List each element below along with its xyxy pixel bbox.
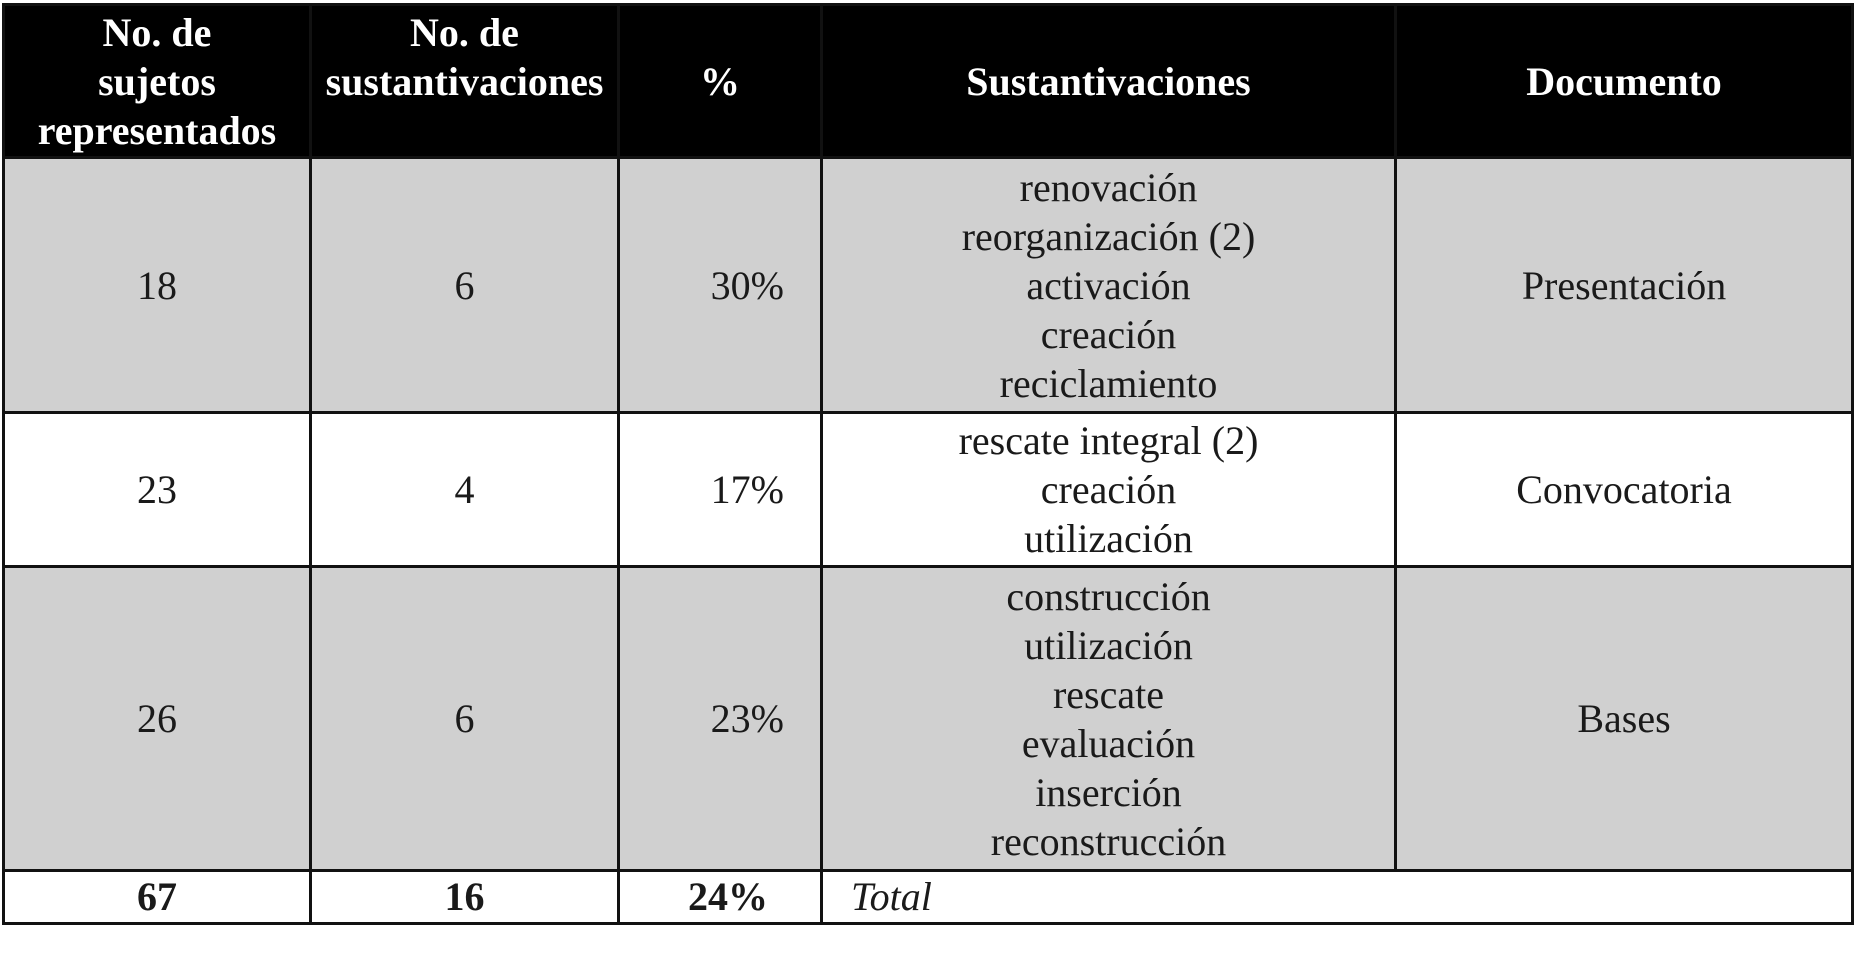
- cell-percent: 17%: [617, 411, 823, 568]
- cell-count: 6: [309, 156, 620, 414]
- table-row: 26 6 23% construcción utilización rescat…: [2, 565, 1854, 872]
- term-item: utilización: [1024, 622, 1193, 668]
- sustantivaciones-table: No. de sujetos representados No. de sust…: [2, 3, 1854, 925]
- cell-sujetos: 23: [2, 411, 312, 568]
- cell-percent: 23%: [617, 565, 823, 872]
- total-count: 16: [309, 869, 620, 925]
- header-sujetos: No. de sujetos representados: [2, 3, 312, 159]
- term-item: reciclamiento: [999, 360, 1218, 406]
- total-sujetos: 67: [2, 869, 312, 925]
- header-sujetos-line: representados: [37, 107, 277, 153]
- term-item: renovación: [1019, 164, 1198, 210]
- term-item: evaluación: [1021, 720, 1196, 766]
- cell-count: 6: [309, 565, 620, 872]
- term-item: utilización: [1024, 516, 1193, 561]
- cell-sujetos: 26: [2, 565, 312, 872]
- header-percent: %: [617, 3, 823, 159]
- term-item: inserción: [1035, 769, 1182, 815]
- header-sujetos-line: sujetos: [98, 58, 216, 104]
- cell-documento: Bases: [1394, 565, 1854, 872]
- term-item: creación: [1040, 311, 1177, 357]
- cell-terms: construcción utilización rescate evaluac…: [820, 565, 1397, 872]
- header-sustantivaciones: Sustantivaciones: [820, 3, 1397, 159]
- cell-percent: 30%: [617, 156, 823, 414]
- cell-count: 4: [309, 411, 620, 568]
- totals-row: 67 16 24% Total: [2, 869, 1854, 925]
- cell-documento: Presentación: [1394, 156, 1854, 414]
- header-sustantivaciones-count: No. de sustantivaciones: [309, 3, 620, 159]
- header-count-line: sustantivaciones: [325, 59, 604, 104]
- cell-terms: renovación reorganización (2) activación…: [820, 156, 1397, 414]
- header-documento: Documento: [1394, 3, 1854, 159]
- cell-terms: rescate integral (2) creación utilizació…: [820, 411, 1397, 568]
- header-sujetos-line: No. de: [102, 9, 212, 55]
- cell-sujetos: 18: [2, 156, 312, 414]
- term-item: creación: [1040, 467, 1177, 512]
- cell-documento: Convocatoria: [1394, 411, 1854, 568]
- header-count-line: No. de: [410, 10, 519, 55]
- term-item: reorganización (2): [961, 213, 1256, 259]
- total-percent: 24%: [617, 869, 823, 925]
- term-item: rescate: [1052, 671, 1164, 717]
- term-item: reconstrucción: [990, 818, 1227, 864]
- header-row: No. de sujetos representados No. de sust…: [2, 3, 1854, 159]
- table-row: 18 6 30% renovación reorganización (2) a…: [2, 156, 1854, 414]
- total-label: Total: [820, 869, 1854, 925]
- table-row: 23 4 17% rescate integral (2) creación u…: [2, 411, 1854, 568]
- term-item: activación: [1026, 262, 1191, 308]
- term-item: construcción: [1006, 573, 1211, 619]
- term-item: rescate integral (2): [958, 418, 1259, 463]
